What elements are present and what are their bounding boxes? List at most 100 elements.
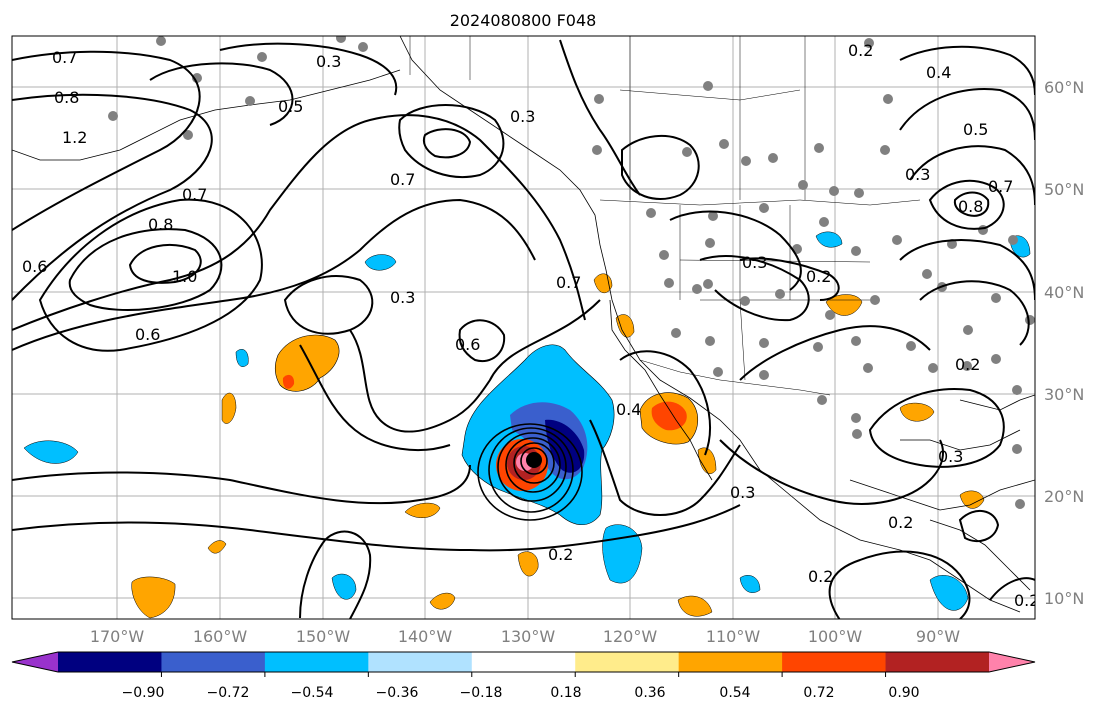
svg-text:0.2: 0.2 [806,267,831,286]
pos-anomaly-blob [899,402,935,422]
svg-text:0.3: 0.3 [742,253,767,272]
pos-anomaly-blob [207,540,227,554]
lat-label: 50°N [1044,180,1084,199]
svg-text:0.5: 0.5 [963,120,988,139]
svg-text:0.3: 0.3 [510,107,535,126]
svg-text:0.3: 0.3 [905,165,930,184]
svg-text:1.2: 1.2 [62,128,87,147]
lon-label: 150°W [296,627,351,646]
pos-anomaly-blob [131,576,176,619]
svg-text:0.2: 0.2 [888,513,913,532]
svg-text:0.7: 0.7 [52,48,77,67]
colorbar-extend-high [989,652,1035,672]
colorbar-segment [885,652,990,672]
latitude-labels: 60°N 50°N 40°N 30°N 20°N 10°N [1044,78,1084,608]
lon-label: 90°W [916,627,960,646]
svg-text:0.8: 0.8 [54,88,79,107]
lat-label: 10°N [1044,589,1084,608]
svg-text:0.7: 0.7 [556,273,581,292]
longitude-labels: 170°W 160°W 150°W 140°W 130°W 120°W 110°… [90,627,960,646]
pos-anomaly-blob [404,502,441,519]
neg-anomaly-blob [331,573,357,600]
colorbar-tick-label: −0.18 [460,685,503,701]
neg-anomaly-blob [815,231,843,248]
svg-text:0.6: 0.6 [135,325,160,344]
colorbar-tick-label: −0.72 [207,685,250,701]
svg-text:0.3: 0.3 [316,52,341,71]
svg-text:0.3: 0.3 [390,288,415,307]
colorbar-extend-low [12,652,58,672]
colorbar-segment [58,652,162,672]
colorbar-segment [264,652,369,672]
colorbar-tick-label: −0.36 [376,685,419,701]
colorbar-tick-label: 0.36 [634,685,665,701]
svg-text:0.4: 0.4 [926,63,951,82]
colorbar-segment [368,652,473,672]
contour-lines [12,39,1035,619]
colorbar-tick-labels: −0.90 −0.72 −0.54 −0.36 −0.18 0.18 0.36 … [122,685,920,701]
filled-anomalies [23,231,1031,619]
pos-anomaly-blob [697,447,717,474]
lon-label: 110°W [706,627,761,646]
pos-anomaly-blob [615,314,635,338]
hurricane-contours [477,423,583,521]
svg-text:0.8: 0.8 [148,215,173,234]
hurricane-center [526,452,542,468]
svg-text:0.4: 0.4 [616,400,641,419]
colorbar-tick-label: 0.18 [550,685,581,701]
pos-anomaly-midpac-core [282,374,295,389]
map-frame [11,35,1036,620]
neg-anomaly-blob [929,575,969,611]
svg-text:0.5: 0.5 [278,97,303,116]
svg-text:0.2: 0.2 [955,355,980,374]
colorbar-segment [575,652,680,672]
neg-anomaly-blob [23,440,79,464]
map-content: 0.7 0.8 1.2 0.3 0.5 0.3 0.7 0.7 0.8 1.0 … [12,36,1039,619]
pos-anomaly-blob [429,592,456,610]
svg-text:0.6: 0.6 [455,335,480,354]
neg-anomaly-blob [235,349,249,367]
svg-text:0.3: 0.3 [730,483,755,502]
colorbar [11,651,1036,677]
lat-label: 30°N [1044,385,1084,404]
colorbar-tick-label: −0.54 [291,685,334,701]
svg-text:0.3: 0.3 [938,447,963,466]
svg-text:0.7: 0.7 [390,170,415,189]
lon-label: 130°W [501,627,556,646]
lat-label: 20°N [1044,487,1084,506]
svg-text:0.7: 0.7 [182,185,207,204]
colorbar-tick-label: 0.72 [803,685,834,701]
colorbar-segment [471,652,576,672]
colorbar-segment [678,652,783,672]
svg-text:0.2: 0.2 [1014,591,1039,610]
political-borders [409,36,921,396]
svg-text:0.2: 0.2 [548,545,573,564]
contour-labels: 0.7 0.8 1.2 0.3 0.5 0.3 0.7 0.7 0.8 1.0 … [22,41,1039,610]
svg-text:0.7: 0.7 [988,177,1013,196]
lon-label: 160°W [193,627,248,646]
lon-label: 100°W [808,627,863,646]
colorbar-tick-label: 0.90 [888,685,919,701]
svg-text:1.0: 1.0 [172,267,197,286]
colorbar-segment [782,652,887,672]
lon-label: 140°W [398,627,453,646]
svg-text:0.2: 0.2 [848,41,873,60]
lon-label: 170°W [90,627,145,646]
svg-text:0.8: 0.8 [958,197,983,216]
colorbar-segment [161,652,266,672]
lon-label: 120°W [603,627,658,646]
svg-text:0.6: 0.6 [22,257,47,276]
neg-anomaly-hurricane-strong [545,419,585,473]
pos-anomaly-blob [221,392,237,424]
svg-text:0.2: 0.2 [808,567,833,586]
neg-anomaly-blob [364,254,397,271]
pos-anomaly-blob [517,551,539,577]
colorbar-tick-label: 0.54 [719,685,750,701]
lat-label: 40°N [1044,283,1084,302]
pos-anomaly-blob [677,595,713,617]
colorbar-outline [11,651,1036,673]
figure-title: 2024080800 F048 [450,11,597,30]
lat-label: 60°N [1044,78,1084,97]
colorbar-tick-label: −0.90 [122,685,165,701]
